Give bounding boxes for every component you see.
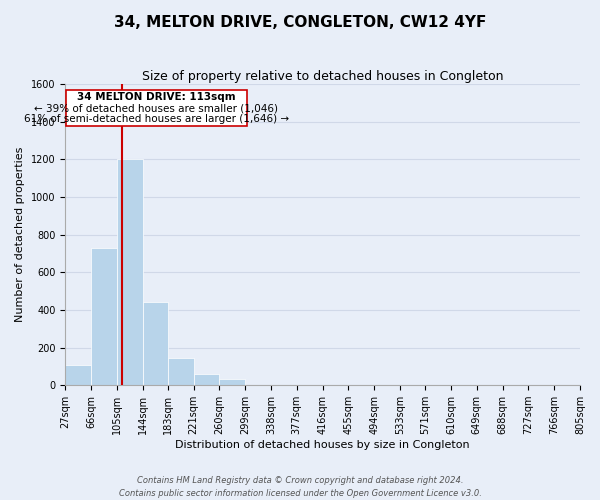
Bar (117, 160, 143, 385)
Text: ← 39% of detached houses are smaller (1,046): ← 39% of detached houses are smaller (1,… (34, 104, 278, 114)
Y-axis label: Number of detached properties: Number of detached properties (16, 147, 25, 322)
Text: 34, MELTON DRIVE, CONGLETON, CW12 4YF: 34, MELTON DRIVE, CONGLETON, CW12 4YF (114, 15, 486, 30)
FancyBboxPatch shape (65, 90, 247, 126)
X-axis label: Distribution of detached houses by size in Congleton: Distribution of detached houses by size … (175, 440, 470, 450)
Bar (65, 364, 91, 385)
Text: 61% of semi-detached houses are larger (1,646) →: 61% of semi-detached houses are larger (… (24, 114, 289, 124)
Bar (194, 374, 220, 385)
Text: Contains HM Land Registry data © Crown copyright and database right 2024.
Contai: Contains HM Land Registry data © Crown c… (119, 476, 481, 498)
Bar (143, 302, 169, 385)
Bar (91, 248, 117, 385)
Bar (169, 358, 194, 385)
Title: Size of property relative to detached houses in Congleton: Size of property relative to detached ho… (142, 70, 503, 83)
Bar (220, 378, 245, 385)
Text: 34 MELTON DRIVE: 113sqm: 34 MELTON DRIVE: 113sqm (77, 92, 236, 102)
